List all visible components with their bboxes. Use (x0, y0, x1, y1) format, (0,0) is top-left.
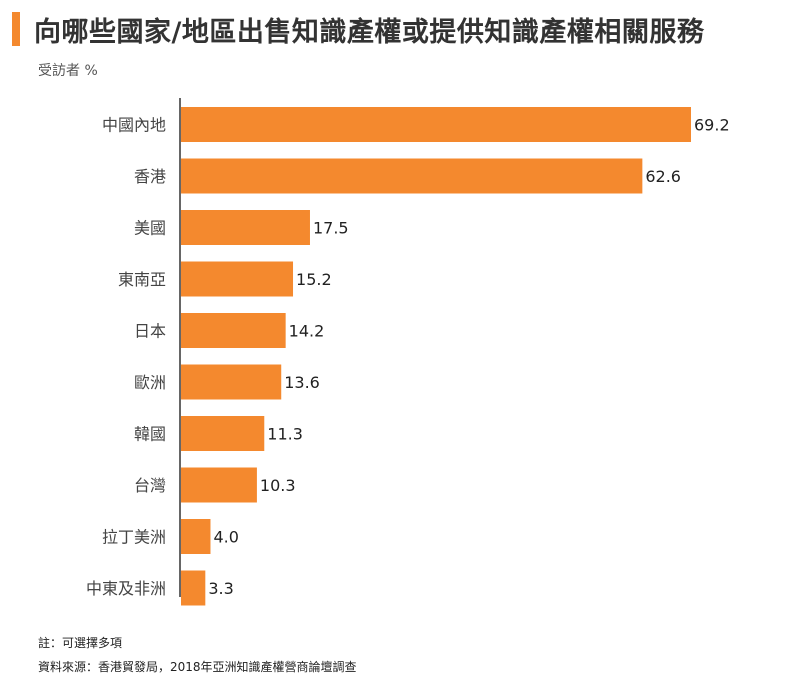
value-label: 3.3 (208, 579, 233, 598)
category-label: 台灣 (134, 476, 166, 495)
value-label: 69.2 (694, 116, 730, 135)
value-label: 4.0 (213, 528, 238, 547)
category-label: 香港 (134, 167, 166, 186)
category-label: 歐洲 (134, 373, 166, 392)
category-label: 美國 (134, 219, 166, 238)
value-label: 10.3 (260, 476, 296, 495)
bar-8 (181, 519, 211, 554)
chart-subtitle: 受訪者 % (38, 63, 98, 79)
bar-1 (181, 158, 643, 194)
value-label: 15.2 (296, 270, 332, 289)
value-label: 17.5 (313, 219, 349, 238)
value-label: 14.2 (289, 322, 325, 341)
bar-3 (181, 261, 294, 297)
bar-6 (181, 416, 265, 451)
category-label: 韓國 (134, 425, 166, 444)
title-accent-bar (12, 12, 20, 46)
value-label: 13.6 (284, 373, 320, 392)
bar-9 (181, 570, 206, 606)
chart-title: 向哪些國家/地區出售知識產權或提供知識產權相關服務 (34, 17, 705, 48)
category-label: 日本 (134, 322, 166, 341)
bar-5 (181, 364, 282, 400)
footnote: 註：可選擇多項 (38, 636, 123, 650)
value-label: 11.3 (267, 425, 303, 444)
category-label: 中東及非洲 (86, 579, 166, 598)
bar-4 (181, 313, 286, 348)
category-label: 東南亞 (118, 270, 166, 289)
bar-0 (181, 107, 691, 142)
bar-2 (181, 210, 310, 245)
category-label: 中國內地 (102, 116, 166, 135)
bar-7 (181, 467, 257, 503)
category-label: 拉丁美洲 (102, 528, 166, 547)
value-label: 62.6 (645, 167, 681, 186)
source-note: 資料來源：香港貿發局，2018年亞洲知識產權營商論壇調查 (38, 660, 357, 674)
